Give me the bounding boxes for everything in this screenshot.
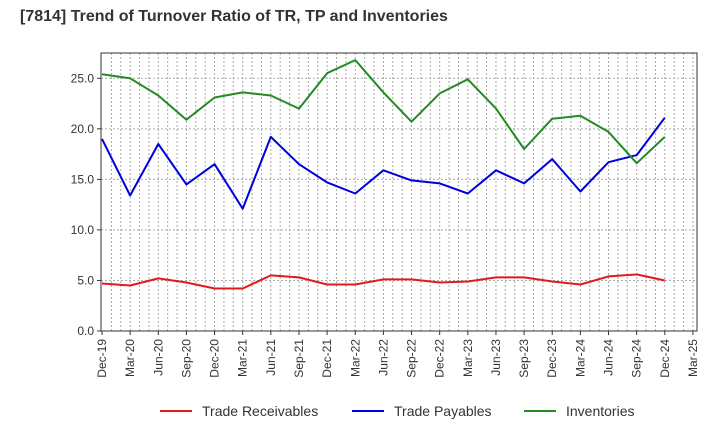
x-tick-label: Jun-20 (151, 339, 165, 376)
series-line-trade-receivables (101, 273, 666, 290)
series-line-trade-payables (101, 117, 666, 210)
x-tick-label: Mar-24 (573, 339, 587, 377)
y-tick-labels: 0.0 5.0 10.0 15.0 20.0 25.0 (71, 71, 95, 338)
series-line-inventories (101, 59, 666, 165)
x-tick-labels: Dec-19 Mar-20 Jun-20 Sep-20 Dec-20 Mar-21 Jun-… (95, 339, 700, 378)
x-tick-label: Sep-20 (179, 339, 193, 378)
y-tick-label: 10.0 (71, 223, 95, 237)
y-tick-label: 20.0 (71, 122, 95, 136)
x-tick-label: Dec-24 (658, 339, 672, 378)
x-tick-label: Dec-22 (433, 339, 447, 378)
x-tick-label: Sep-23 (517, 339, 531, 378)
x-tick-label: Mar-20 (123, 339, 137, 377)
legend-item-inventories: Inventories (524, 403, 634, 419)
series-layer (101, 59, 666, 290)
x-tick-label: Mar-22 (348, 339, 362, 377)
x-tick-label: Jun-24 (602, 339, 616, 376)
x-tick-label: Jun-23 (489, 339, 503, 376)
y-tick-label: 25.0 (71, 71, 95, 85)
y-tick-label: 15.0 (71, 172, 95, 186)
x-tick-label: Dec-20 (208, 339, 222, 378)
x-tick-label: Dec-23 (545, 339, 559, 378)
y-tick-label: 5.0 (77, 273, 94, 287)
legend-item-trade-receivables: Trade Receivables (160, 403, 318, 419)
x-tick-label: Mar-25 (686, 339, 700, 377)
legend: Trade Receivables Trade Payables Invento… (0, 403, 720, 427)
y-tick-label: 0.0 (77, 324, 94, 338)
grid-layer (97, 53, 697, 335)
x-tick-label: Jun-21 (264, 339, 278, 376)
chart-title: [7814] Trend of Turnover Ratio of TR, TP… (20, 8, 448, 25)
x-tick-label: Jun-22 (376, 339, 390, 376)
x-tick-label: Mar-21 (236, 339, 250, 377)
x-tick-label: Mar-23 (461, 339, 475, 377)
x-tick-label: Dec-19 (95, 339, 109, 378)
legend-label-inventories: Inventories (566, 403, 635, 419)
x-tick-label: Sep-22 (405, 339, 419, 378)
plot-frame (100, 52, 698, 332)
legend-label-trade-receivables: Trade Receivables (202, 403, 319, 419)
x-tick-label: Sep-21 (292, 339, 306, 378)
legend-label-trade-payables: Trade Payables (394, 403, 492, 419)
x-tick-label: Dec-21 (320, 339, 334, 378)
x-tick-label: Sep-24 (630, 339, 644, 378)
legend-swatch-trade-payables (352, 410, 384, 412)
legend-swatch-trade-receivables (160, 410, 192, 412)
legend-swatch-inventories (524, 410, 556, 412)
legend-item-trade-payables: Trade Payables (352, 403, 492, 419)
